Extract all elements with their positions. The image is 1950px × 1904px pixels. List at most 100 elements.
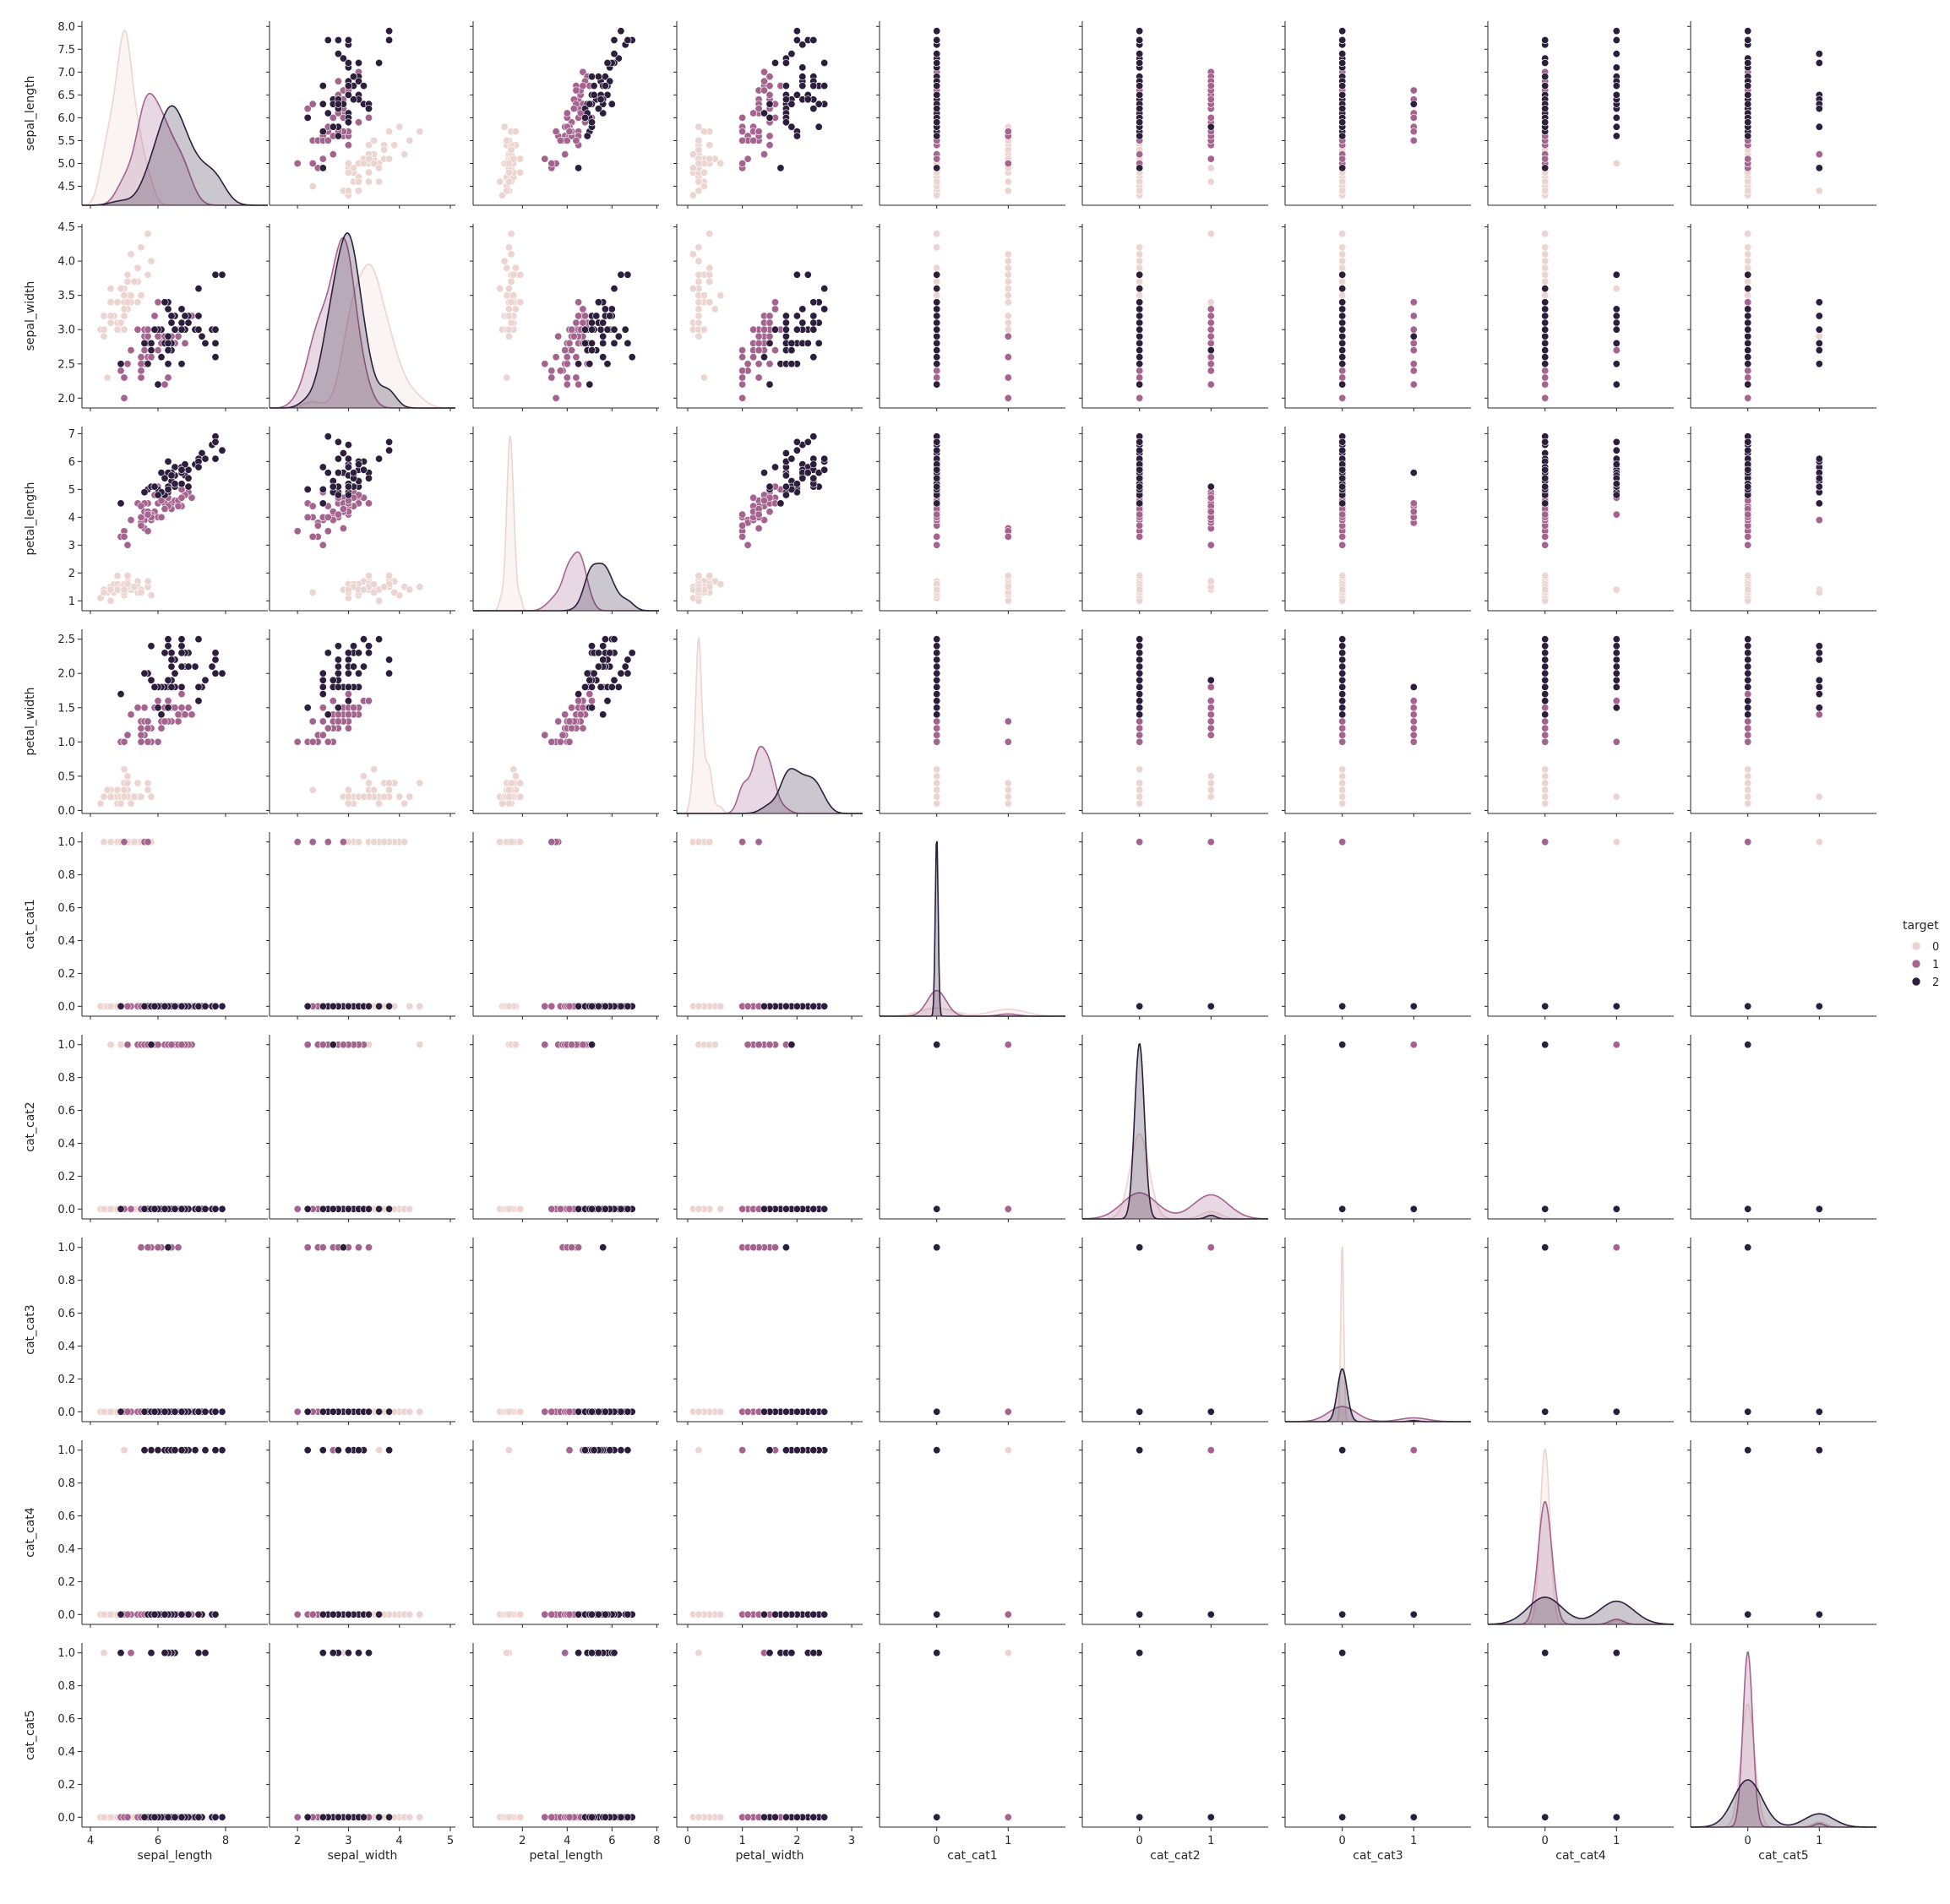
point-sepal_width-vs-cat_cat5-target-1-31 <box>1745 367 1751 374</box>
point-sepal_width-vs-cat_cat1-target-0-46 <box>1005 271 1011 278</box>
point-petal_width-vs-petal_length-target-2-9 <box>611 636 618 643</box>
point-sepal_length-vs-sepal_width-target-2-21 <box>335 133 341 139</box>
point-petal_length-vs-sepal_width-target-0-41 <box>309 589 316 596</box>
point-sepal_width-vs-petal_length-target-1-32 <box>562 346 569 353</box>
point-sepal_width-vs-sepal_length-target-2-49 <box>151 326 158 333</box>
point-petal_width-vs-sepal_length-target-1-12 <box>155 738 161 745</box>
point-sepal_length-vs-petal_width-target-1-49 <box>755 128 762 134</box>
point-petal_width-vs-petal_length-target-2-14 <box>588 643 595 650</box>
point-petal_width-vs-sepal_length-target-1-34 <box>134 704 141 711</box>
point-sepal_length-vs-sepal_width-target-0-14 <box>396 123 403 130</box>
point-petal_length-vs-sepal_length-target-2-35 <box>212 455 219 462</box>
point-sepal_width-vs-cat_cat3-target-1-30 <box>1410 367 1417 374</box>
point-petal_width-vs-cat_cat1-target-0-49 <box>934 793 940 800</box>
point-petal_width-vs-cat_cat2-target-1-20 <box>1207 683 1214 690</box>
point-petal_width-vs-sepal_length-target-2-32 <box>168 656 175 663</box>
point-sepal_length-vs-petal_length-target-2-6 <box>575 165 581 171</box>
point-sepal_length-vs-cat_cat1-target-2-21 <box>934 133 940 139</box>
point-sepal_length-vs-petal_width-target-2-31 <box>793 28 800 35</box>
ytick-label-petal_length: 5 <box>68 484 75 497</box>
point-petal_width-vs-sepal_width-target-1-10 <box>294 738 301 745</box>
point-sepal_length-vs-sepal_width-target-2-47 <box>345 91 351 98</box>
point-petal_width-vs-petal_length-target-2-32 <box>600 656 607 663</box>
point-sepal_width-vs-petal_length-target-0-24 <box>517 299 524 306</box>
point-sepal_width-vs-cat_cat3-target-0-32 <box>1339 251 1346 258</box>
point-sepal_width-vs-cat_cat1-target-2-7 <box>934 333 940 340</box>
kde-fill-sepal_width-target-2 <box>270 233 455 408</box>
point-petal_width-vs-cat_cat1-target-0-44 <box>1005 780 1011 786</box>
point-sepal_length-vs-cat_cat3-target-1-39 <box>1410 137 1417 144</box>
point-sepal_width-vs-petal_length-target-0-22 <box>497 285 504 291</box>
point-petal_length-vs-cat_cat4-target-2-22 <box>1542 438 1549 445</box>
point-petal_length-vs-petal_width-target-1-17 <box>738 511 745 518</box>
point-sepal_width-vs-cat_cat2-target-0-33 <box>1136 244 1143 251</box>
point-petal_width-vs-sepal_length-target-2-17 <box>212 656 219 663</box>
point-petal_length-vs-petal_width-target-2-48 <box>810 475 817 481</box>
cell-sepal_width-vs-petal_length <box>470 224 659 411</box>
point-petal_length-vs-sepal_width-target-1-35 <box>365 500 372 507</box>
point-sepal_width-vs-cat_cat2-target-2-46 <box>1136 361 1143 367</box>
point-petal_width-vs-sepal_length-target-2-8 <box>178 683 185 690</box>
point-sepal_width-vs-cat_cat3-target-1-39 <box>1410 361 1417 367</box>
point-petal_length-vs-sepal_width-target-1-43 <box>309 533 316 540</box>
point-petal_length-vs-sepal_length-target-2-0 <box>165 458 172 465</box>
point-sepal_width-vs-cat_cat1-target-1-14 <box>1005 333 1011 340</box>
point-sepal_length-vs-sepal_width-target-2-31 <box>385 28 392 35</box>
point-sepal_length-vs-petal_length-target-2-49 <box>588 119 595 126</box>
point-sepal_width-vs-sepal_length-target-1-7 <box>117 367 124 374</box>
point-petal_length-vs-petal_width-target-1-23 <box>749 494 756 501</box>
point-sepal_length-vs-petal_length-target-0-42 <box>504 188 510 194</box>
point-petal_length-vs-cat_cat2-target-1-46 <box>1207 509 1214 515</box>
ytick-label-sepal_length: 5.0 <box>57 158 75 171</box>
point-sepal_width-vs-sepal_length-target-2-29 <box>195 326 202 333</box>
point-petal_length-vs-cat_cat5-target-1-9 <box>1816 516 1822 523</box>
point-sepal_length-vs-cat_cat1-target-2-29 <box>934 59 940 66</box>
point-petal_length-vs-sepal_width-target-2-19 <box>304 486 311 492</box>
point-petal_width-vs-petal_length-target-1-27 <box>586 690 593 697</box>
point-petal_length-vs-petal_width-target-2-18 <box>810 433 817 440</box>
point-petal_length-vs-cat_cat2-target-1-31 <box>1136 522 1143 529</box>
point-sepal_width-vs-cat_cat2-target-2-31 <box>1136 271 1143 278</box>
point-sepal_width-vs-cat_cat4-target-1-10 <box>1542 394 1549 401</box>
point-sepal_width-vs-sepal_length-target-2-19 <box>155 381 161 388</box>
point-petal_width-vs-cat_cat2-target-2-33 <box>1136 704 1143 711</box>
point-petal_width-vs-petal_length-target-1-23 <box>580 725 586 732</box>
point-sepal_length-vs-petal_width-target-2-24 <box>799 82 806 89</box>
point-sepal_width-vs-petal_width-target-2-9 <box>821 285 828 291</box>
point-sepal_length-vs-cat_cat4-target-2-6 <box>1542 165 1549 171</box>
point-petal_width-vs-sepal_length-target-2-46 <box>165 677 172 683</box>
point-sepal_length-vs-petal_length-target-1-25 <box>573 87 580 94</box>
point-petal_width-vs-cat_cat1-target-0-23 <box>934 773 940 780</box>
point-sepal_width-vs-cat_cat5-target-2-19 <box>1745 381 1751 388</box>
point-petal_length-vs-petal_width-target-0-43 <box>717 580 724 587</box>
point-sepal_length-vs-cat_cat3-target-2-48 <box>1339 105 1346 112</box>
point-petal_width-vs-cat_cat3-target-1-42 <box>1339 725 1346 732</box>
point-petal_width-vs-cat_cat2-target-0-44 <box>1136 780 1143 786</box>
point-petal_length-vs-cat_cat5-target-2-31 <box>1745 447 1751 454</box>
point-sepal_width-vs-cat_cat4-target-2-25 <box>1542 313 1549 319</box>
point-petal_length-vs-petal_width-target-2-44 <box>821 466 828 473</box>
point-sepal_length-vs-cat_cat2-target-1-28 <box>1207 114 1214 121</box>
point-petal_length-vs-sepal_width-target-0-44 <box>385 572 392 579</box>
point-sepal_length-vs-petal_width-target-2-22 <box>793 36 800 43</box>
point-petal_length-vs-cat_cat2-target-2-48 <box>1136 475 1143 481</box>
point-petal_width-vs-sepal_width-target-0-14 <box>396 793 403 800</box>
point-sepal_length-vs-sepal_width-target-0-41 <box>309 182 316 189</box>
point-sepal_width-vs-petal_length-target-1-48 <box>542 361 548 367</box>
point-sepal_width-vs-cat_cat2-target-2-7 <box>1136 333 1143 340</box>
point-sepal_width-vs-sepal_length-target-0-39 <box>124 299 131 306</box>
point-petal_width-vs-sepal_width-target-1-37 <box>309 718 316 725</box>
point-sepal_width-vs-cat_cat5-target-0-14 <box>1745 258 1751 264</box>
point-petal_length-vs-cat_cat2-target-2-6 <box>1136 500 1143 507</box>
cell-petal_width-vs-cat_cat2 <box>1079 629 1268 817</box>
point-petal_length-vs-cat_cat4-target-1-49 <box>1542 511 1549 518</box>
point-sepal_length-vs-cat_cat4-target-2-45 <box>1613 82 1620 89</box>
point-petal_width-vs-sepal_length-target-1-23 <box>158 725 165 732</box>
point-sepal_length-vs-sepal_width-target-1-43 <box>309 160 316 166</box>
point-sepal_width-vs-cat_cat3-target-1-45 <box>1410 326 1417 333</box>
ytick-label-petal_length: 6 <box>68 456 75 469</box>
point-petal_width-vs-sepal_length-target-2-33 <box>165 704 172 711</box>
point-sepal_width-vs-petal_width-target-1-17 <box>738 346 745 353</box>
point-sepal_length-vs-cat_cat2-target-1-9 <box>1136 151 1143 158</box>
point-petal_width-vs-sepal_length-target-0-32 <box>128 800 134 807</box>
